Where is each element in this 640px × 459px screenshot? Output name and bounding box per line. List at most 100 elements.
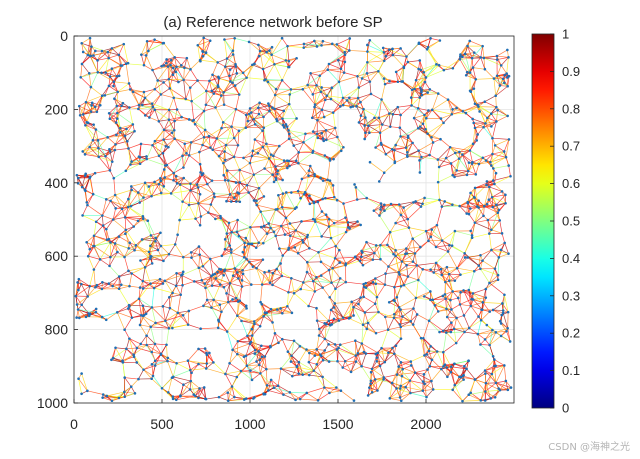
network-edge bbox=[258, 107, 264, 118]
network-edge bbox=[155, 360, 168, 366]
network-edge bbox=[313, 354, 321, 371]
network-edge bbox=[263, 235, 276, 244]
network-edge bbox=[384, 204, 400, 211]
network-edge bbox=[166, 328, 170, 345]
network-edge bbox=[338, 318, 349, 321]
network-edge bbox=[504, 294, 509, 313]
network-edge bbox=[225, 144, 235, 158]
network-edge bbox=[207, 204, 212, 213]
network-edge bbox=[183, 79, 187, 99]
network-edge bbox=[306, 271, 314, 282]
network-edge bbox=[210, 255, 222, 260]
network-edge bbox=[483, 186, 490, 207]
network-edge bbox=[121, 284, 130, 287]
network-edge bbox=[131, 158, 147, 162]
network-edge bbox=[125, 63, 130, 84]
network-edge bbox=[144, 88, 156, 99]
network-edge bbox=[268, 94, 276, 106]
network-edge bbox=[452, 289, 469, 292]
network-edge bbox=[358, 122, 369, 127]
network-edge bbox=[82, 102, 87, 115]
network-edge bbox=[82, 146, 90, 152]
network-edge bbox=[314, 277, 317, 292]
network-edge bbox=[168, 79, 175, 98]
network-edge bbox=[250, 341, 262, 347]
network-edge bbox=[208, 212, 221, 219]
network-edge bbox=[423, 320, 430, 339]
network-edge bbox=[283, 103, 290, 112]
network-edge bbox=[261, 345, 271, 348]
network-edge bbox=[234, 37, 250, 43]
network-edge bbox=[198, 193, 215, 204]
network-edge bbox=[191, 100, 205, 112]
network-edge bbox=[507, 76, 510, 87]
network-edge bbox=[183, 252, 192, 258]
network-edge bbox=[76, 309, 79, 318]
network-edge bbox=[152, 129, 165, 146]
network-edge bbox=[94, 95, 103, 107]
network-edge bbox=[124, 249, 135, 258]
network-edge bbox=[87, 204, 103, 216]
network-edge bbox=[367, 52, 385, 63]
network-edge bbox=[321, 99, 326, 110]
network-edge bbox=[151, 307, 156, 323]
network-edge bbox=[334, 288, 336, 304]
network-edge bbox=[376, 360, 385, 363]
network-edge bbox=[354, 340, 359, 354]
network-edge bbox=[174, 57, 187, 59]
network-edge bbox=[81, 43, 84, 53]
network-edge bbox=[439, 163, 452, 168]
network-edge bbox=[389, 388, 397, 399]
network-edge bbox=[124, 217, 134, 227]
network-edge bbox=[435, 246, 449, 252]
network-edge bbox=[194, 123, 206, 131]
network-edge bbox=[87, 256, 95, 270]
network-edge bbox=[454, 328, 465, 333]
network-edge bbox=[117, 107, 130, 114]
network-edge bbox=[82, 147, 99, 152]
network-edge bbox=[288, 235, 291, 249]
network-edge bbox=[107, 135, 125, 138]
network-edge bbox=[361, 365, 373, 370]
network-edge bbox=[139, 324, 151, 328]
network-edge bbox=[134, 239, 143, 251]
network-edge bbox=[109, 161, 113, 171]
network-edge bbox=[508, 165, 511, 177]
network-edge bbox=[281, 193, 284, 208]
network-edge bbox=[415, 297, 431, 301]
network-edge bbox=[383, 52, 393, 56]
network-edge bbox=[330, 87, 333, 100]
network-edge bbox=[174, 244, 184, 258]
network-edge bbox=[425, 64, 440, 78]
network-edge bbox=[231, 109, 237, 127]
network-edge bbox=[205, 104, 216, 108]
network-edge bbox=[340, 344, 356, 356]
network-edge bbox=[477, 331, 496, 335]
network-edge bbox=[312, 152, 325, 156]
network-edge bbox=[191, 101, 195, 121]
network-edge bbox=[93, 259, 101, 270]
network-edge bbox=[183, 69, 191, 81]
network-edge bbox=[117, 308, 129, 313]
network-edge bbox=[167, 360, 177, 364]
network-edge bbox=[383, 374, 398, 378]
network-edge bbox=[221, 301, 229, 312]
network-edge bbox=[274, 80, 283, 96]
network-edge bbox=[469, 327, 479, 335]
network-edge bbox=[275, 208, 296, 210]
network-edge bbox=[258, 351, 267, 370]
network-edge bbox=[250, 107, 259, 109]
network-edge bbox=[231, 226, 251, 233]
network-edge bbox=[128, 148, 131, 165]
network-edge bbox=[321, 275, 332, 283]
network-edge bbox=[447, 316, 457, 319]
network-edge bbox=[329, 218, 349, 223]
network-edge bbox=[389, 398, 402, 402]
network-edge bbox=[295, 221, 302, 231]
network-edge bbox=[276, 255, 284, 270]
network-edge bbox=[125, 226, 134, 231]
network-edge bbox=[337, 60, 342, 69]
network-edge bbox=[280, 217, 287, 227]
network-edge bbox=[146, 326, 152, 336]
network-edge bbox=[288, 288, 301, 293]
